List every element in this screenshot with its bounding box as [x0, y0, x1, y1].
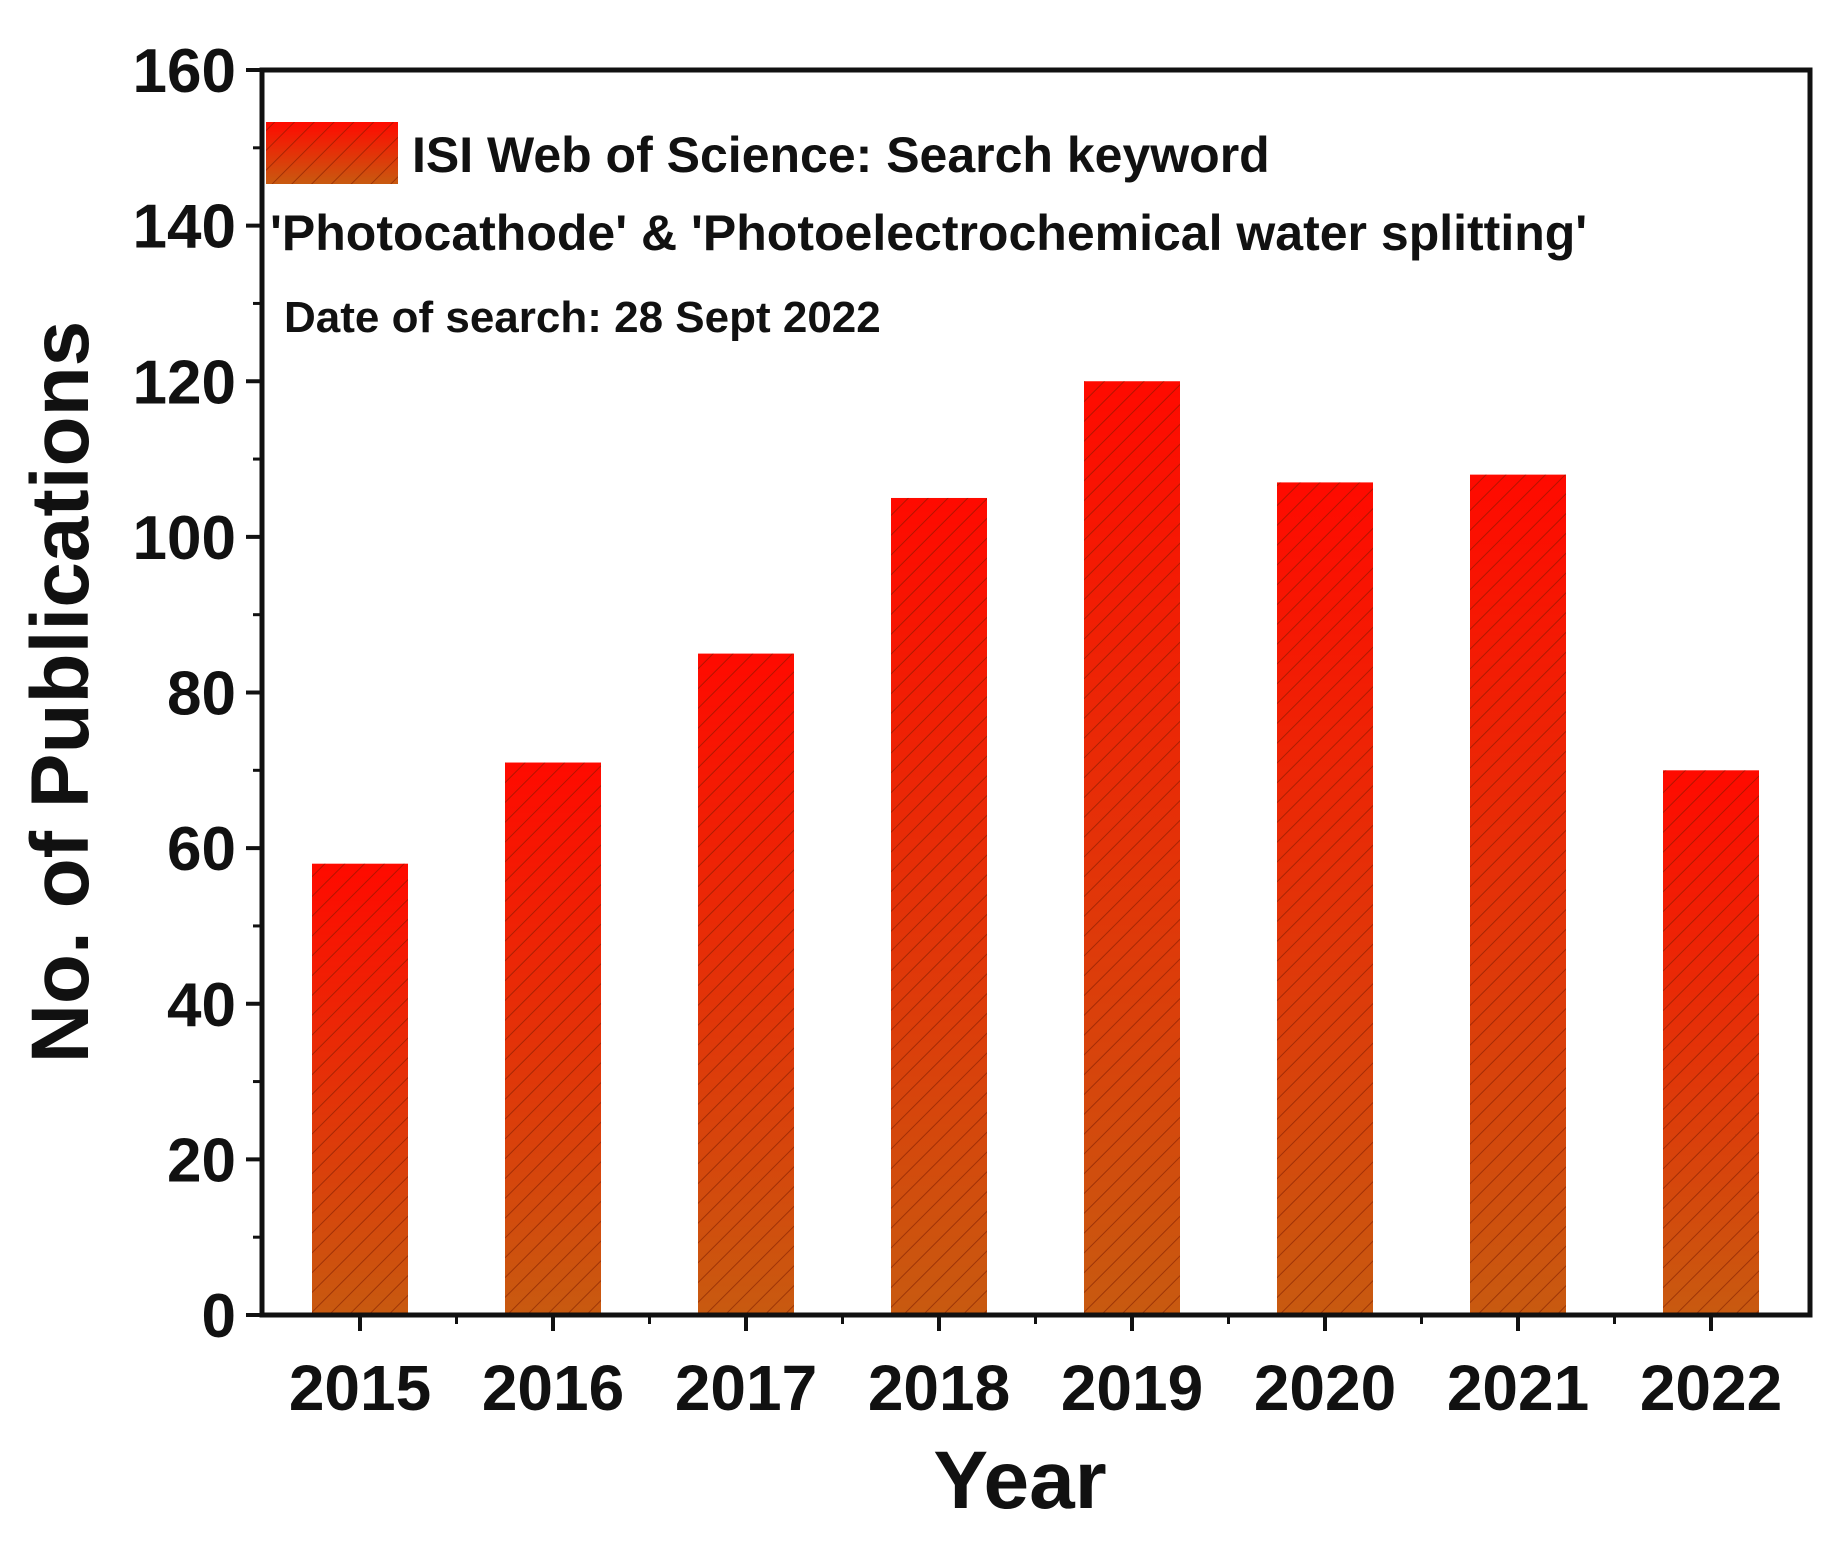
- y-axis-title: No. of Publications: [15, 321, 106, 1064]
- y-tick-label-40: 40: [167, 971, 236, 1040]
- bar-hatch-2018: [891, 497, 987, 1315]
- x-tick-label-2015: 2015: [289, 1352, 431, 1424]
- bar-hatch-2019: [1084, 381, 1180, 1315]
- legend-line-1: ISI Web of Science: Search keyword: [412, 127, 1270, 183]
- bars-group: [312, 381, 1759, 1315]
- y-axis-ticks: 0 20 40 60 80 100 120 140 160: [133, 37, 262, 1351]
- y-tick-label-140: 140: [133, 193, 236, 262]
- y-tick-label-160: 160: [133, 37, 236, 106]
- y-tick-label-80: 80: [167, 660, 236, 729]
- x-tick-label-2020: 2020: [1254, 1352, 1396, 1424]
- x-tick-label-2019: 2019: [1061, 1352, 1203, 1424]
- y-tick-label-100: 100: [133, 504, 236, 573]
- bar-hatch-2022: [1663, 770, 1759, 1315]
- bar-hatch-2016: [505, 762, 601, 1315]
- y-tick-label-120: 120: [133, 348, 236, 417]
- legend-swatch-hatch: [266, 122, 398, 184]
- legend-line-2: 'Photocathode' & 'Photoelectrochemical w…: [270, 205, 1587, 261]
- y-tick-label-60: 60: [167, 815, 236, 884]
- x-tick-label-2016: 2016: [482, 1352, 624, 1424]
- bar-hatch-2021: [1470, 474, 1566, 1315]
- x-tick-label-2021: 2021: [1447, 1352, 1589, 1424]
- x-tick-label-2017: 2017: [675, 1352, 817, 1424]
- bar-hatch-2020: [1277, 482, 1373, 1315]
- x-axis-title: Year: [933, 1435, 1106, 1526]
- legend-line-3: Date of search: 28 Sept 2022: [284, 293, 881, 342]
- y-tick-label-0: 0: [202, 1282, 236, 1351]
- y-tick-label-20: 20: [167, 1126, 236, 1195]
- bar-hatch-2015: [312, 863, 408, 1315]
- x-axis-ticks: 2015 2016 2017 2018 2019 2020 2021 2022: [289, 1315, 1782, 1424]
- bar-hatch-2017: [698, 653, 794, 1315]
- x-tick-label-2018: 2018: [868, 1352, 1010, 1424]
- plot-frame: [259, 67, 1813, 1318]
- x-tick-label-2022: 2022: [1640, 1352, 1782, 1424]
- legend: ISI Web of Science: Search keyword 'Phot…: [266, 122, 1587, 342]
